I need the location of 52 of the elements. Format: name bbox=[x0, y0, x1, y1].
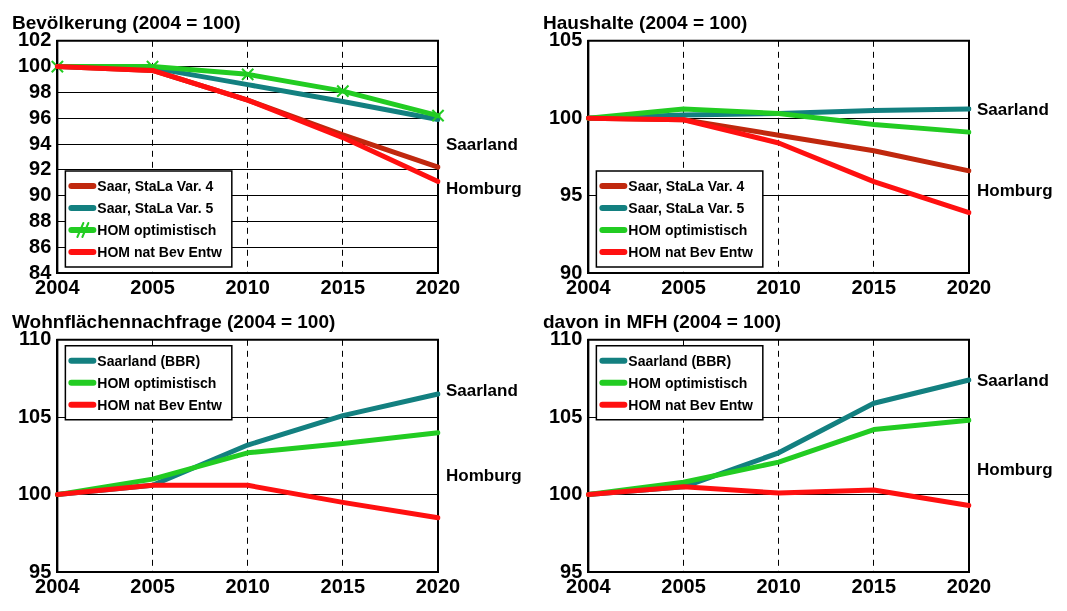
legend-label: HOM optimistisch bbox=[628, 221, 748, 238]
y-tick-label: 100 bbox=[17, 54, 52, 77]
x-tick-label: 2010 bbox=[756, 574, 801, 597]
x-tick-label: 2020 bbox=[415, 275, 461, 298]
y-tick-label: 92 bbox=[29, 157, 52, 180]
text: Saarland bbox=[977, 100, 1049, 120]
legend-label: HOM optimistisch bbox=[628, 374, 748, 391]
legend-label: HOM nat Bev Entw bbox=[628, 243, 753, 260]
x-tick-label: 2010 bbox=[756, 275, 801, 298]
legend-label: HOM optimistisch bbox=[97, 374, 217, 391]
y-tick-label: 100 bbox=[548, 105, 583, 128]
legend-label: Saar, StaLa Var. 4 bbox=[97, 177, 214, 194]
y-tick-label: 100 bbox=[17, 482, 52, 505]
legend-label: HOM nat Bev Entw bbox=[97, 243, 222, 260]
text: Saarland bbox=[446, 380, 518, 400]
y-tick-label: 105 bbox=[548, 404, 583, 427]
y-tick-label: 90 bbox=[29, 183, 52, 206]
y-tick-label: 86 bbox=[29, 234, 52, 257]
y-tick-label: 98 bbox=[29, 79, 52, 102]
legend-label: HOM optimistisch bbox=[97, 221, 217, 238]
x-tick-label: 2010 bbox=[225, 275, 270, 298]
x-tick-label: 2005 bbox=[130, 275, 175, 298]
legend-label: Saar, StaLa Var. 4 bbox=[628, 177, 745, 194]
text: Homburg bbox=[446, 466, 522, 486]
text: Homburg bbox=[977, 459, 1053, 479]
x-tick-label: 2015 bbox=[320, 574, 366, 597]
y-tick-label: 94 bbox=[29, 131, 53, 154]
legend-label: HOM nat Bev Entw bbox=[628, 396, 753, 413]
legend-label: Saar, StaLa Var. 5 bbox=[97, 199, 214, 216]
x-tick-label: 2020 bbox=[415, 574, 461, 597]
y-tick-label: 100 bbox=[548, 482, 583, 505]
x-tick-label: 2005 bbox=[661, 574, 706, 597]
y-tick-label: 105 bbox=[17, 404, 52, 427]
x-tick-label: 2020 bbox=[946, 275, 992, 298]
y-tick-label: 88 bbox=[29, 208, 52, 231]
legend-label: Saar, StaLa Var. 5 bbox=[628, 199, 745, 216]
legend-label: Saarland (BBR) bbox=[97, 352, 201, 369]
y-tick-label: 95 bbox=[560, 183, 583, 206]
legend-label: Saarland (BBR) bbox=[628, 352, 732, 369]
x-tick-label: 2020 bbox=[946, 574, 992, 597]
text: Homburg bbox=[446, 179, 522, 199]
x-tick-label: 2015 bbox=[320, 275, 366, 298]
text: Saarland bbox=[977, 371, 1049, 391]
x-tick-label: 2015 bbox=[851, 574, 897, 597]
x-tick-label: 2010 bbox=[225, 574, 270, 597]
y-tick-label: 96 bbox=[29, 105, 52, 128]
x-tick-label: 2015 bbox=[851, 275, 897, 298]
text: Saarland bbox=[446, 134, 518, 154]
text: Homburg bbox=[977, 181, 1053, 201]
x-tick-label: 2005 bbox=[130, 574, 175, 597]
legend-label: HOM nat Bev Entw bbox=[97, 396, 222, 413]
x-tick-label: 2005 bbox=[661, 275, 706, 298]
